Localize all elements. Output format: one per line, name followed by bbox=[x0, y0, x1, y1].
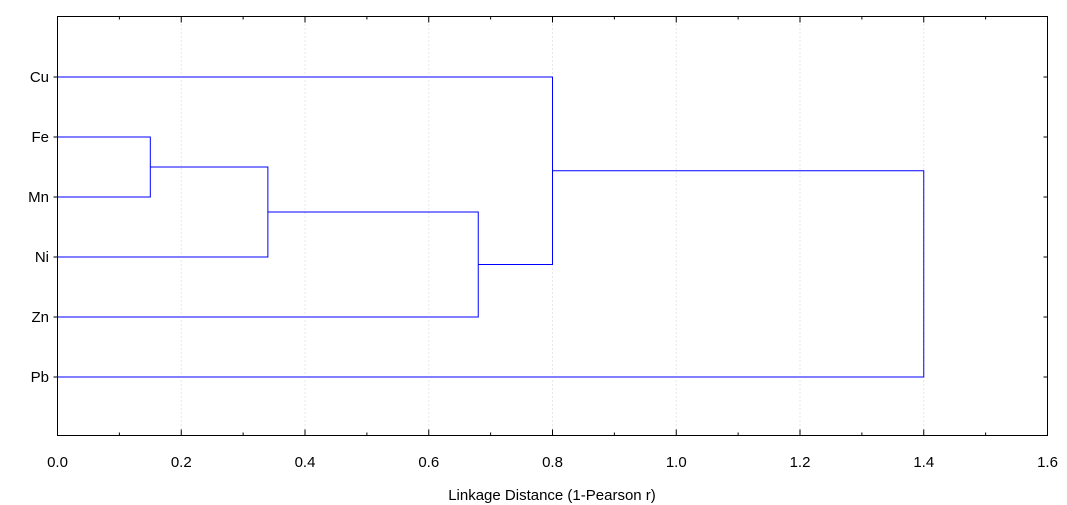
leaf-label-pb: Pb bbox=[31, 369, 49, 386]
leaf-label-zn: Zn bbox=[31, 309, 49, 326]
x-axis-title: Linkage Distance (1-Pearson r) bbox=[448, 487, 656, 504]
dendrogram-links bbox=[57, 76, 925, 378]
x-tick-label: 0.8 bbox=[542, 454, 563, 471]
x-tick-label: 0.6 bbox=[418, 454, 439, 471]
dendrogram-link-5 bbox=[57, 170, 925, 378]
leaf-labels: Cu Fe Mn Ni Zn Pb bbox=[28, 69, 49, 386]
leaf-label-fe: Fe bbox=[31, 129, 49, 146]
x-tick-labels: 0.0 0.2 0.4 0.6 0.8 1.0 1.2 1.4 1.6 bbox=[47, 454, 1058, 471]
axis-ticks bbox=[53, 16, 1048, 436]
dendrogram-link-2 bbox=[57, 166, 269, 258]
x-tick-label: 1.0 bbox=[666, 454, 687, 471]
x-tick-label: 1.4 bbox=[913, 454, 934, 471]
leaf-label-ni: Ni bbox=[35, 249, 49, 266]
x-tick-label: 1.6 bbox=[1037, 454, 1058, 471]
x-tick-label: 0.4 bbox=[295, 454, 316, 471]
leaf-label-mn: Mn bbox=[28, 189, 49, 206]
x-tick-label: 0.0 bbox=[47, 454, 68, 471]
x-tick-label: 0.2 bbox=[171, 454, 192, 471]
dendrogram-link-1 bbox=[57, 136, 151, 198]
leaf-label-cu: Cu bbox=[30, 69, 49, 86]
x-tick-label: 1.2 bbox=[790, 454, 811, 471]
